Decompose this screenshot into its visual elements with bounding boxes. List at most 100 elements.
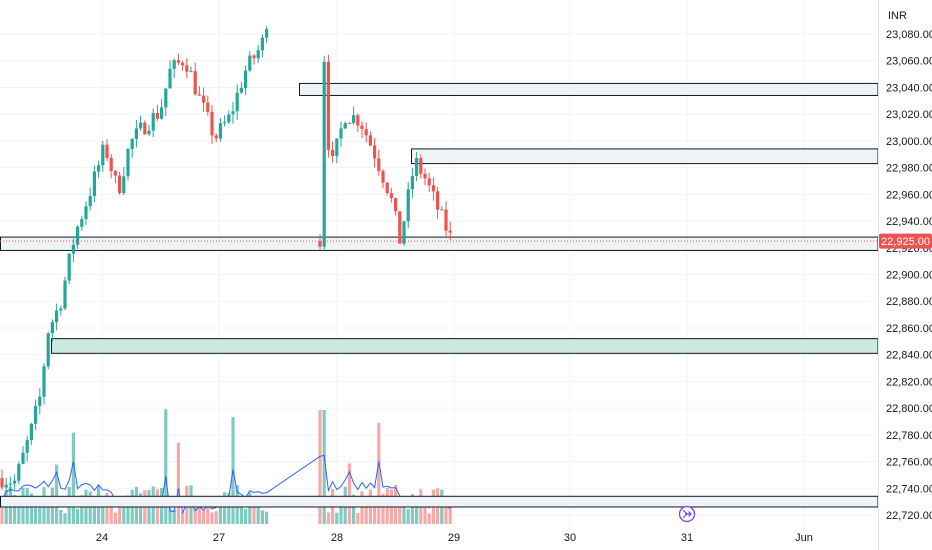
volume-bar [76,508,80,524]
candle-body [360,125,364,129]
volume-bar [193,508,197,524]
candle-body [71,244,75,254]
volume-bar [398,505,402,524]
volume-bar [172,509,176,524]
y-tick-label: 23,040.00 [886,82,932,94]
volume-bar [71,432,75,524]
candle-body [419,158,423,174]
volume-bar [181,511,185,524]
candle-body [76,226,80,245]
candle-body [147,130,151,135]
x-axis-ticks: 24 27 28 29 30 31 Jun [96,532,813,544]
candle-body [322,62,326,247]
y-tick-label: 22,960.00 [886,189,932,201]
candle-body [423,173,427,179]
candle-body [8,483,12,485]
y-tick-label: 22,800.00 [886,403,932,415]
candle-body [130,139,134,150]
volume-bar [322,410,326,524]
volume-bar [139,493,143,524]
candle-body [227,114,231,123]
volume-bar [55,464,59,524]
candle-body [164,88,168,108]
candle-body [410,176,414,190]
candle-body [67,253,71,281]
candle-body [92,171,96,197]
volume-bar [252,501,256,524]
candle-body [398,211,402,244]
candle-body [185,65,189,72]
candle-body [4,484,8,488]
candle-body [389,193,393,199]
candle-body [139,122,143,129]
x-tick-label: 31 [681,532,693,544]
candle-body [105,144,109,158]
last-price-badge-box [879,233,932,249]
y-tick-label: 22,820.00 [886,376,932,388]
candle-body [373,145,377,159]
candle-body [55,310,59,323]
y-tick-label: 23,020.00 [886,109,932,121]
volume-bar [202,509,206,524]
zone-box [299,82,879,96]
candle-body [318,241,322,247]
volume-bar [223,492,227,524]
y-tick-label: 23,000.00 [886,136,932,148]
volume-bar [402,504,406,524]
candle-body [210,111,214,136]
candle-body [13,480,17,484]
candle-body [63,280,67,309]
candle-body [59,308,63,311]
candle-body [335,138,339,157]
candle-body [343,122,347,129]
volume-bar [206,499,210,524]
volume-bar [248,492,252,524]
candle-body [17,463,21,481]
volume-bar [197,499,201,524]
candle-body [256,50,260,59]
volume-bar [38,496,42,524]
candle-body [377,158,381,171]
candle-body [122,176,126,194]
last-price-badge-text: 22,925.00 [881,236,930,248]
candlesticks [0,26,452,493]
x-tick-label: 29 [448,532,460,544]
volume-bar [168,508,172,524]
volume-bar [34,502,38,524]
volume-bar [227,492,231,524]
volume-bar [377,422,381,524]
volume-bar [176,442,180,524]
candle-body [231,111,235,115]
candle-body [25,440,29,453]
arrow-right-circle-icon[interactable] [678,505,696,523]
volume-bar [13,494,17,524]
candle-body [448,230,452,233]
candle-body [29,423,33,441]
candle-body [88,196,92,207]
candle-body [352,115,356,124]
volume-bar [244,508,248,524]
volume-bar [29,493,33,524]
volume-bar [210,512,214,524]
y-tick-label: 22,720.00 [886,510,932,522]
candle-body [364,128,368,136]
candle-body [84,206,88,220]
zone-box [0,236,879,251]
candle-body [265,28,269,38]
volume-bar [214,511,218,524]
candle-body [385,182,389,194]
candle-body [160,107,164,119]
volume-bar [126,495,130,524]
candle-body [368,135,372,146]
y-tick-label: 22,740.00 [886,483,932,495]
volume-bar [113,512,117,524]
volume-bar [427,513,431,524]
candle-body [427,178,431,186]
volume-bar [339,504,343,524]
volume-bar [423,507,427,524]
volume-bar [164,409,168,524]
candle-body [34,405,38,424]
y-tick-label: 22,900.00 [886,270,932,282]
candle-body [143,122,147,135]
